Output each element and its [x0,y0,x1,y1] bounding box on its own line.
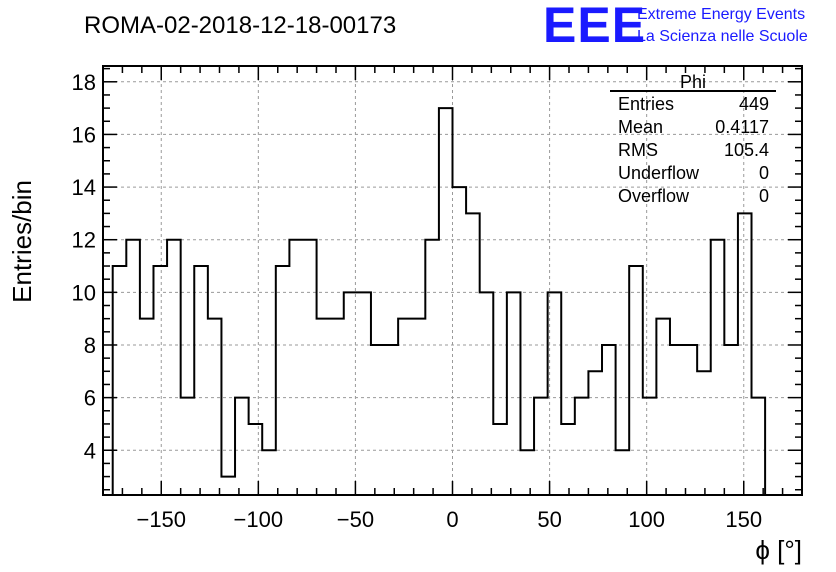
x-tick-label: 50 [537,507,561,532]
eee-logo: EEE Extreme Energy Events La Scienza nel… [543,0,808,53]
stats-box: Phi Entries 449 Mean 0.4117 RMS 105.4 Underflo… [610,72,776,206]
y-tick-label: 8 [84,333,96,358]
y-tick-label: 14 [72,175,96,200]
y-tick-label: 16 [72,122,96,147]
stats-title: Phi [680,72,706,92]
histogram-series [111,107,767,495]
y-tick-label: 18 [72,70,96,95]
stats-label: Overflow [618,186,690,206]
stats-value: 0 [759,163,769,183]
stats-label: Entries [618,94,674,114]
run-title: ROMA-02-2018-12-18-00173 [84,12,396,39]
stats-value: 0.4117 [715,117,769,137]
stats-value: 449 [739,94,769,114]
y-axis-label: Entries/bin [7,180,37,303]
x-tick-label: 0 [446,507,458,532]
x-tick-label: −100 [234,507,284,532]
stats-value: 0 [759,186,769,206]
logo-line-1: Extreme Energy Events [637,6,805,23]
stats-rows: Entries 449 Mean 0.4117 RMS 105.4 Underflow 0 Ov… [618,94,769,206]
stats-value: 105.4 [724,140,769,160]
x-tick-label: −50 [337,507,374,532]
stats-label: Mean [618,117,663,137]
y-tick-label: 10 [72,280,96,305]
x-tick-label: 100 [628,507,665,532]
x-axis-label: ϕ [°] [755,535,802,565]
axis-ticks: −150 −100 −50 0 50 100 150 4 6 8 10 12 14 16 18 [72,66,802,532]
y-tick-label: 4 [84,438,96,463]
logo-letters: EEE [543,0,646,53]
stats-label: Underflow [618,163,700,183]
stats-label: RMS [618,140,658,160]
x-tick-label: 150 [725,507,762,532]
x-tick-label: −150 [136,507,186,532]
y-tick-label: 12 [72,228,96,253]
y-tick-label: 6 [84,386,96,411]
logo-line-2: La Scienza nelle Scuole [637,28,808,45]
